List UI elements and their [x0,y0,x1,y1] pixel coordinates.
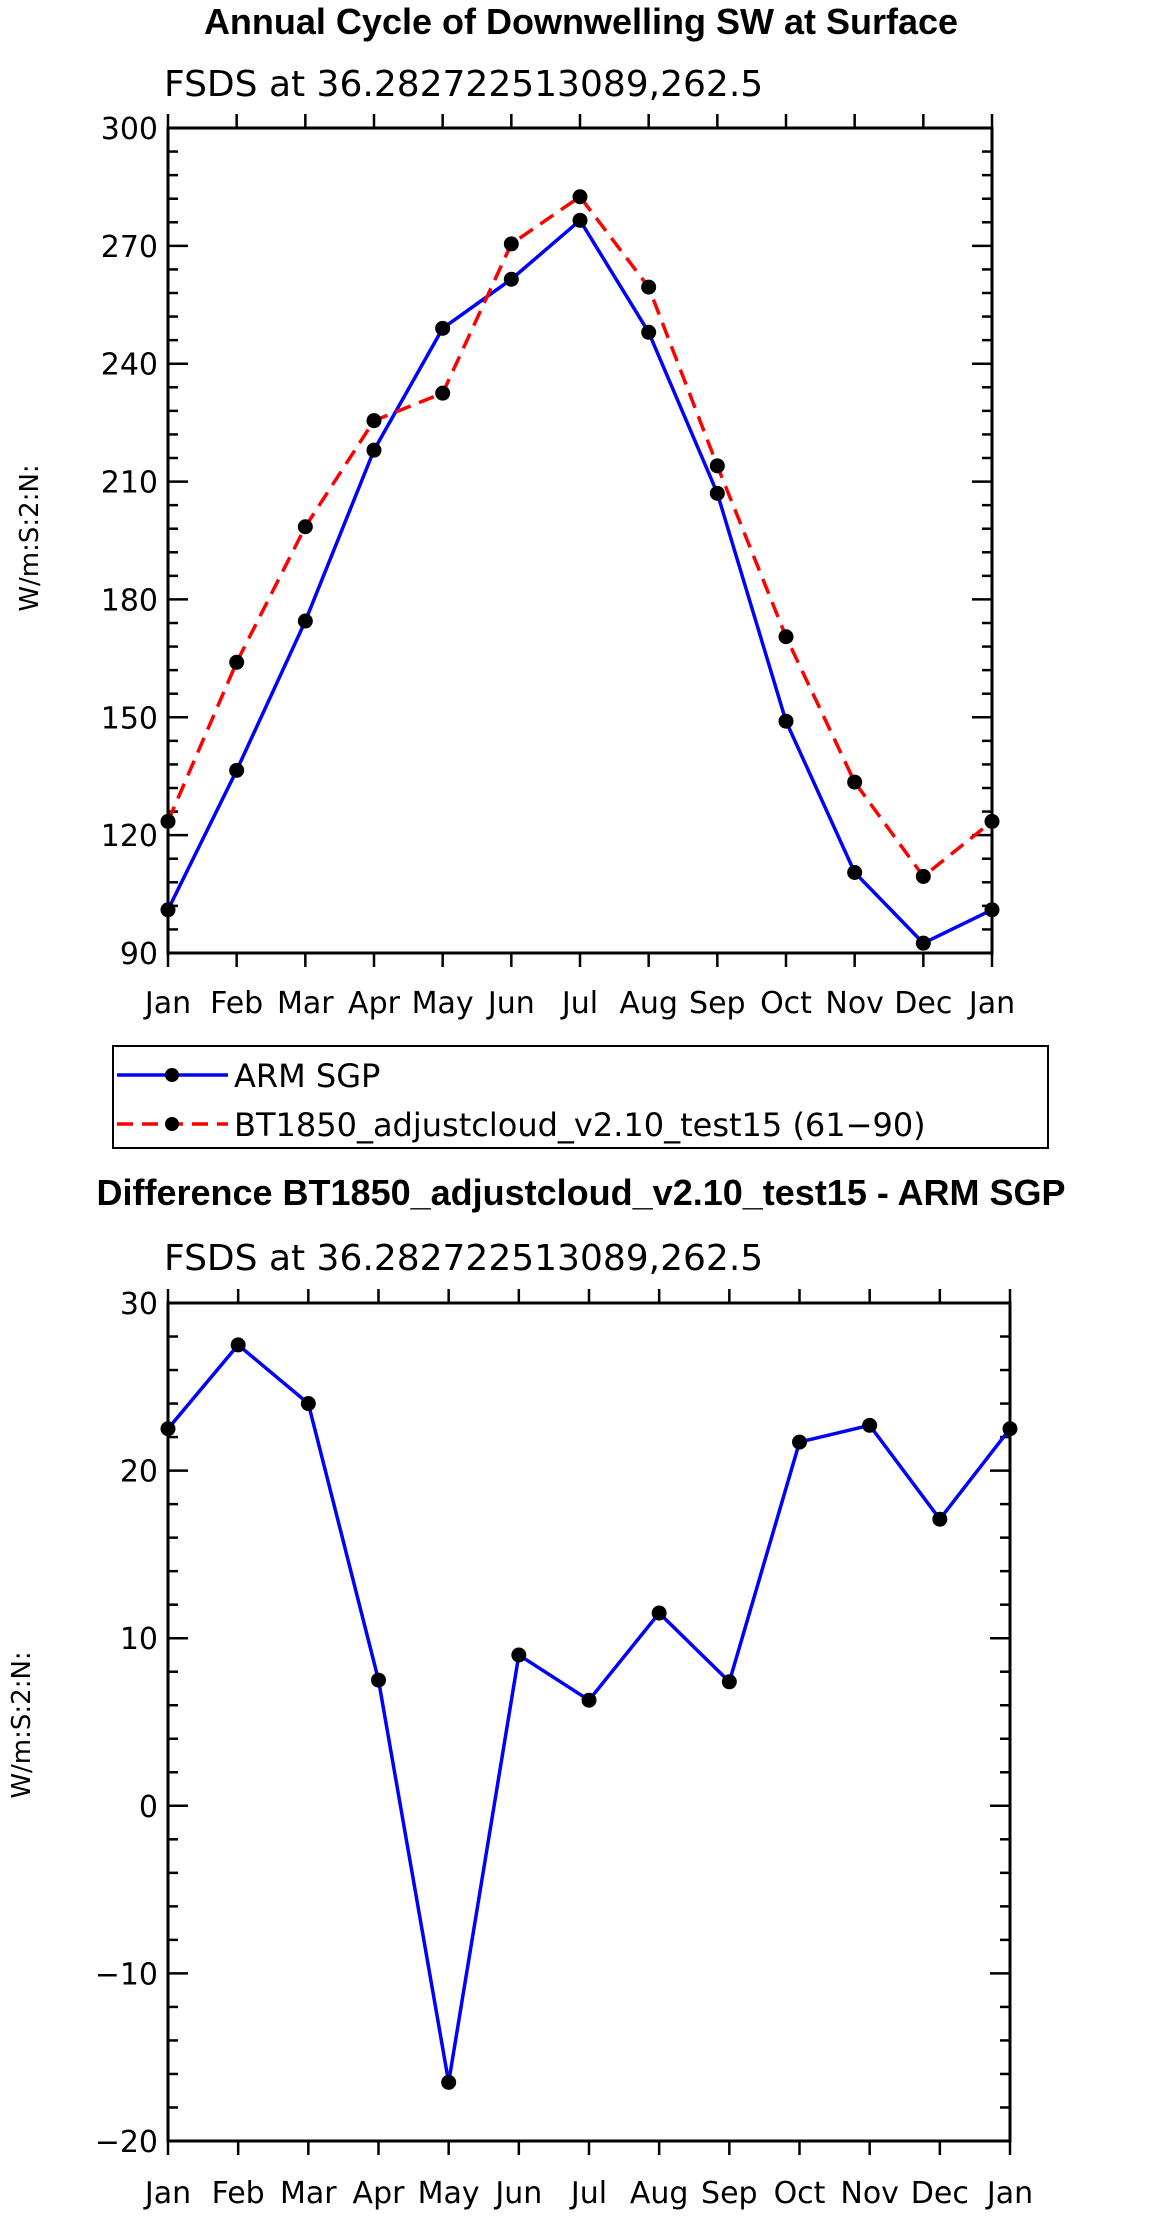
y-tick-label: 20 [120,1455,158,1490]
x-tick-label: Aug [630,2176,689,2211]
x-tick-label: Aug [619,986,678,1021]
x-tick-label: May [418,2176,480,2211]
series-0-point [572,212,588,228]
difference-chart: Difference BT1850_adjustcloud_v2.10_test… [7,1172,1066,2211]
series-0-point [300,1396,316,1412]
y-axis-label: W/m:S:2:N: [15,464,45,611]
y-tick-label: 30 [120,1287,158,1322]
x-tick-label: Jan [985,2176,1033,2211]
series-0-point [709,485,725,501]
x-tick-label: Dec [911,2176,969,2211]
y-tick-label: 240 [101,348,158,383]
series-0-point [511,1647,527,1663]
series-0-point [932,1511,948,1527]
x-tick-label: Oct [760,986,812,1021]
x-tick-label: Apr [353,2176,406,2211]
series-1-point [297,519,313,535]
plot-frame [166,126,994,955]
chart-title: Difference BT1850_adjustcloud_v2.10_test… [96,1172,1065,1213]
series-0-point [229,762,245,778]
series-0-point [230,1337,246,1353]
series-1-point [847,774,863,790]
series-0-point [792,1434,807,1450]
y-tick-label: 0 [139,1790,158,1825]
series-0-point [297,613,313,629]
x-tick-label: Jun [486,986,535,1021]
y-tick-label: 210 [101,466,158,501]
y-tick-label: 180 [101,583,158,618]
x-tick-label: Nov [825,986,884,1021]
series-0-point [366,442,382,458]
series-0-point [862,1417,878,1433]
series-1-point [709,458,725,474]
series-0-point [160,1421,176,1437]
x-tick-label: Jan [143,986,191,1021]
y-tick-label: 300 [101,112,158,147]
x-tick-label: Dec [894,986,952,1021]
series-line-1 [166,195,994,879]
chart-subtitle: FSDS at 36.282722513089,262.5 [164,1238,763,1279]
y-axis-label: W/m:S:2:N: [7,1651,37,1798]
series-0-point [641,324,657,340]
x-tick-label: Mar [277,986,334,1021]
series-1-point [641,279,657,295]
x-tick-label: Feb [210,986,263,1021]
legend-label-bt1850: BT1850_adjustcloud_v2.10_test15 (61−90) [234,1106,926,1144]
series-0-point [847,864,863,880]
chart-subtitle: FSDS at 36.282722513089,262.5 [164,64,763,105]
x-tick-label: Mar [280,2176,337,2211]
series-0-point [435,320,451,336]
series-0-point [778,713,794,729]
x-tick-label: Oct [774,2176,826,2211]
series-1-point [778,629,794,645]
x-tick-label: Feb [212,2176,265,2211]
chart-title: Annual Cycle of Downwelling SW at Surfac… [204,1,958,42]
x-tick-label: Sep [689,986,746,1021]
y-tick-label: 10 [120,1622,158,1657]
x-tick-label: Jun [493,2176,542,2211]
x-tick-label: Apr [348,986,401,1021]
y-tick-label: 270 [101,230,158,265]
y-tick-label: 120 [101,819,158,854]
annual-cycle-chart: Annual Cycle of Downwelling SW at Surfac… [15,1,1015,1021]
series-0-point [371,1672,386,1688]
series-1-point [229,654,245,670]
x-tick-label: Sep [701,2176,758,2211]
series-1-point [435,385,451,401]
series-line-0 [166,218,993,945]
plot-frame [166,1301,1012,2143]
series-1-point [503,236,519,252]
series-0-point [441,2074,457,2090]
x-tick-label: Jan [143,2176,191,2211]
series-0-point [581,1692,597,1708]
series-1-point [366,413,382,429]
series-0-point [1002,1421,1018,1437]
legend-marker-bt1850 [165,1117,179,1131]
series-0-point [915,935,931,951]
series-0-point [160,902,176,918]
legend-box [112,1045,1049,1149]
x-tick-label: Jul [569,2176,607,2211]
x-tick-label: Jan [967,986,1015,1021]
legend: ARM SGP BT1850_adjustcloud_v2.10_test15 … [112,1045,1049,1149]
series-1-point [160,813,176,829]
y-tick-label: 150 [101,701,158,736]
series-0-point [984,902,1000,918]
x-tick-label: Nov [840,2176,899,2211]
y-tick-label: −20 [95,2125,158,2160]
legend-marker-arm-sgp [165,1068,179,1082]
series-1-point [915,868,931,884]
legend-label-arm-sgp: ARM SGP [234,1057,380,1095]
series-0-point [503,271,519,287]
series-1-point [572,189,588,205]
series-1-point [984,813,1000,829]
x-tick-label: Jul [560,986,598,1021]
y-tick-label: 90 [120,937,158,972]
y-tick-label: −10 [95,1957,158,1992]
series-0-point [721,1674,737,1690]
series-0-point [651,1605,667,1621]
series-line-0 [166,1343,1012,2085]
x-tick-label: May [412,986,474,1021]
